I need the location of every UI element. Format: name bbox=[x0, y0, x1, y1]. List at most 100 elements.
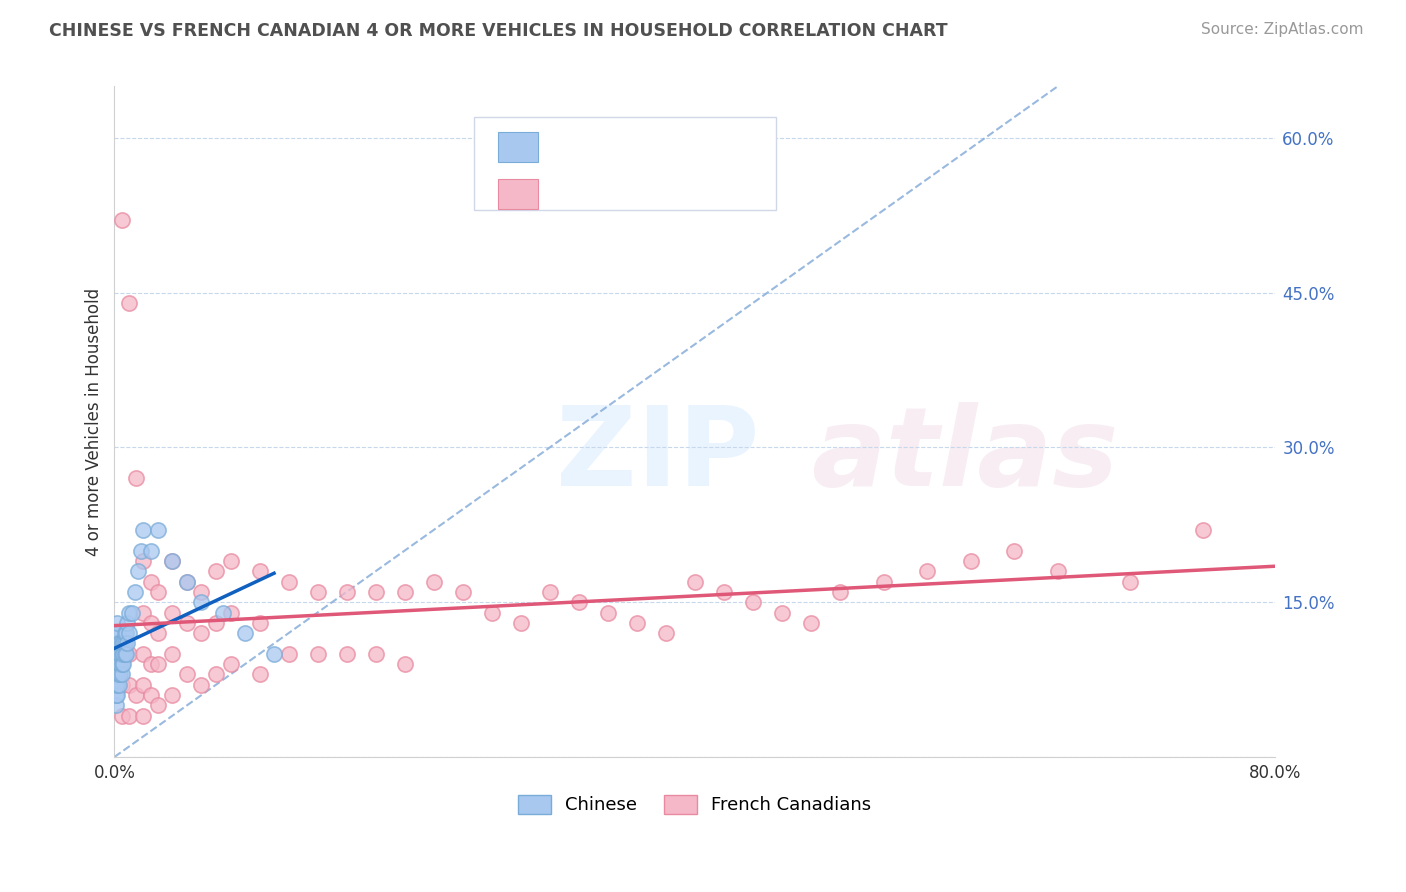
Point bbox=[307, 585, 329, 599]
Text: ZIP: ZIP bbox=[555, 401, 759, 508]
Point bbox=[307, 647, 329, 661]
Point bbox=[104, 636, 127, 650]
Y-axis label: 4 or more Vehicles in Household: 4 or more Vehicles in Household bbox=[86, 287, 103, 556]
Point bbox=[132, 606, 155, 620]
Point bbox=[118, 296, 141, 310]
Point bbox=[162, 606, 184, 620]
Point bbox=[115, 626, 138, 640]
Point bbox=[107, 678, 129, 692]
Point bbox=[162, 647, 184, 661]
Point bbox=[104, 667, 127, 681]
Point bbox=[114, 647, 136, 661]
Point bbox=[190, 585, 212, 599]
Point bbox=[125, 688, 148, 702]
Point bbox=[1191, 523, 1213, 537]
Point bbox=[364, 647, 387, 661]
Point bbox=[741, 595, 763, 609]
Point bbox=[176, 615, 198, 630]
Point bbox=[162, 554, 184, 568]
Point bbox=[959, 554, 981, 568]
Point bbox=[110, 667, 132, 681]
Point bbox=[1046, 564, 1069, 578]
Point bbox=[336, 585, 359, 599]
Point bbox=[110, 657, 132, 672]
FancyBboxPatch shape bbox=[474, 117, 776, 211]
Point bbox=[263, 647, 285, 661]
Point bbox=[111, 667, 134, 681]
Point bbox=[139, 688, 162, 702]
Point bbox=[219, 606, 242, 620]
Point bbox=[107, 636, 129, 650]
Point bbox=[451, 585, 474, 599]
Point bbox=[146, 657, 169, 672]
Point bbox=[205, 564, 228, 578]
Text: R = 0.263   N = 73: R = 0.263 N = 73 bbox=[555, 185, 725, 202]
Point bbox=[176, 574, 198, 589]
Point bbox=[176, 667, 198, 681]
Point bbox=[1119, 574, 1142, 589]
Point bbox=[104, 688, 127, 702]
Point bbox=[205, 667, 228, 681]
Point bbox=[872, 574, 894, 589]
Point bbox=[249, 615, 271, 630]
Point bbox=[132, 708, 155, 723]
Point bbox=[118, 647, 141, 661]
Point bbox=[394, 585, 416, 599]
Point bbox=[139, 657, 162, 672]
Point bbox=[105, 615, 128, 630]
Point bbox=[139, 615, 162, 630]
Point bbox=[111, 213, 134, 227]
Point bbox=[800, 615, 823, 630]
Point bbox=[124, 585, 146, 599]
Point bbox=[139, 543, 162, 558]
Point bbox=[111, 708, 134, 723]
Point bbox=[146, 698, 169, 713]
Point bbox=[481, 606, 503, 620]
Point bbox=[394, 657, 416, 672]
Point bbox=[105, 688, 128, 702]
Point bbox=[212, 606, 235, 620]
Bar bbox=[498, 178, 538, 209]
Point bbox=[146, 585, 169, 599]
Point bbox=[104, 667, 127, 681]
Text: Source: ZipAtlas.com: Source: ZipAtlas.com bbox=[1201, 22, 1364, 37]
Point bbox=[129, 543, 152, 558]
Point bbox=[132, 523, 155, 537]
Point bbox=[683, 574, 706, 589]
Point bbox=[249, 564, 271, 578]
Point bbox=[190, 595, 212, 609]
Point bbox=[111, 678, 134, 692]
Point bbox=[110, 636, 132, 650]
Point bbox=[1002, 543, 1025, 558]
Point bbox=[104, 678, 127, 692]
Point bbox=[105, 626, 128, 640]
Point bbox=[596, 606, 619, 620]
Point bbox=[105, 667, 128, 681]
Point bbox=[132, 647, 155, 661]
Point bbox=[125, 471, 148, 485]
Point bbox=[568, 595, 591, 609]
Point bbox=[336, 647, 359, 661]
Point bbox=[828, 585, 851, 599]
Point bbox=[626, 615, 648, 630]
Point bbox=[112, 647, 135, 661]
Point bbox=[115, 647, 138, 661]
Point bbox=[111, 647, 134, 661]
Point bbox=[112, 636, 135, 650]
Point bbox=[146, 626, 169, 640]
Point bbox=[176, 574, 198, 589]
Point bbox=[364, 585, 387, 599]
Point bbox=[205, 615, 228, 630]
Point bbox=[713, 585, 735, 599]
Point bbox=[105, 657, 128, 672]
Text: R = 0.402   N = 57: R = 0.402 N = 57 bbox=[555, 137, 725, 156]
Point bbox=[111, 657, 134, 672]
Point bbox=[105, 636, 128, 650]
Point bbox=[655, 626, 678, 640]
Point bbox=[118, 626, 141, 640]
Point bbox=[127, 564, 149, 578]
Point bbox=[111, 636, 134, 650]
Point bbox=[233, 626, 256, 640]
Point bbox=[104, 657, 127, 672]
Point bbox=[107, 647, 129, 661]
